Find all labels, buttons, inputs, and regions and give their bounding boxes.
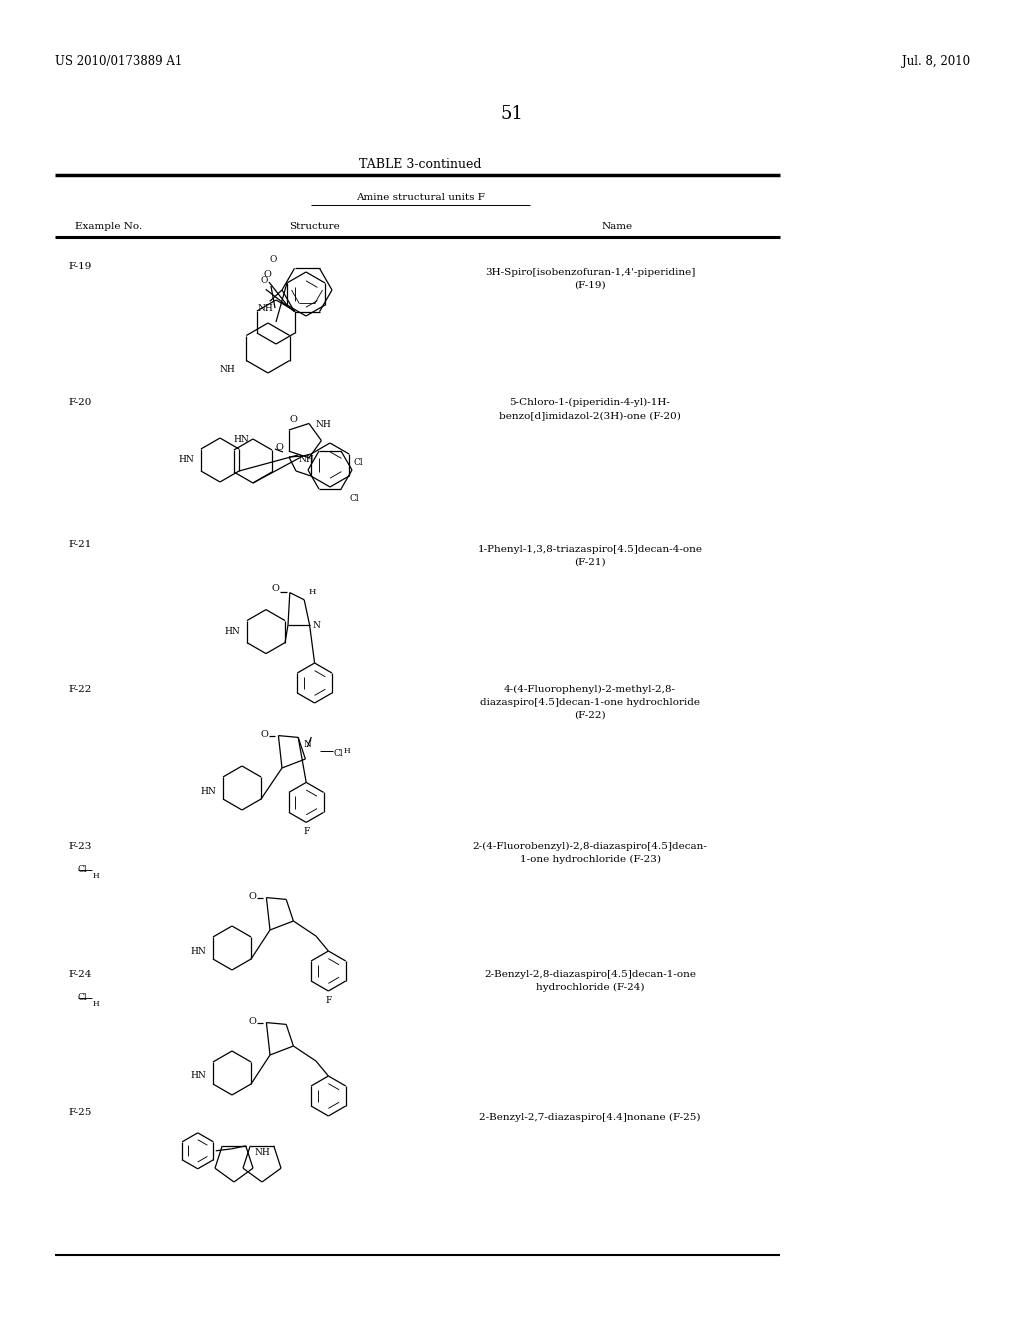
Text: N: N <box>312 620 321 630</box>
Text: NH: NH <box>254 1148 270 1156</box>
Text: N: N <box>303 741 311 748</box>
Text: H: H <box>308 587 315 595</box>
Text: 2-Benzyl-2,8-diazaspiro[4.5]decan-1-one: 2-Benzyl-2,8-diazaspiro[4.5]decan-1-one <box>484 970 696 979</box>
Text: F: F <box>303 828 309 837</box>
Text: 3H-Spiro[isobenzofuran-1,4'-piperidine]: 3H-Spiro[isobenzofuran-1,4'-piperidine] <box>484 268 695 277</box>
Text: Cl: Cl <box>78 993 88 1002</box>
Text: 2-Benzyl-2,7-diazaspiro[4.4]nonane (F-25): 2-Benzyl-2,7-diazaspiro[4.4]nonane (F-25… <box>479 1113 700 1122</box>
Text: F-24: F-24 <box>68 970 91 979</box>
Text: (F-21): (F-21) <box>574 558 606 568</box>
Text: 4-(4-Fluorophenyl)-2-methyl-2,8-: 4-(4-Fluorophenyl)-2-methyl-2,8- <box>504 685 676 694</box>
Text: Name: Name <box>601 222 633 231</box>
Text: H: H <box>343 747 350 755</box>
Text: HN: HN <box>178 455 194 465</box>
Text: O: O <box>249 1018 256 1026</box>
Text: Example No.: Example No. <box>75 222 142 231</box>
Text: F-22: F-22 <box>68 685 91 694</box>
Text: F-21: F-21 <box>68 540 91 549</box>
Text: O: O <box>263 271 271 279</box>
Text: 2-(4-Fluorobenzyl)-2,8-diazaspiro[4.5]decan-: 2-(4-Fluorobenzyl)-2,8-diazaspiro[4.5]de… <box>472 842 708 851</box>
Text: HN: HN <box>190 1072 206 1081</box>
Text: NH: NH <box>316 420 332 429</box>
Text: Cl: Cl <box>353 458 362 467</box>
Text: H: H <box>93 873 99 880</box>
Text: benzo[d]imidazol-2(3H)-one (F-20): benzo[d]imidazol-2(3H)-one (F-20) <box>499 411 681 420</box>
Text: diazaspiro[4.5]decan-1-one hydrochloride: diazaspiro[4.5]decan-1-one hydrochloride <box>480 698 700 708</box>
Text: HN: HN <box>201 787 216 796</box>
Text: O: O <box>260 730 268 739</box>
Text: hydrochloride (F-24): hydrochloride (F-24) <box>536 983 644 993</box>
Text: O: O <box>249 892 256 902</box>
Text: F-23: F-23 <box>68 842 91 851</box>
Text: Jul. 8, 2010: Jul. 8, 2010 <box>902 55 970 69</box>
Text: NH: NH <box>257 304 273 313</box>
Text: 1-one hydrochloride (F-23): 1-one hydrochloride (F-23) <box>519 855 660 865</box>
Text: O: O <box>275 442 283 451</box>
Text: F-19: F-19 <box>68 261 91 271</box>
Text: HN: HN <box>190 946 206 956</box>
Text: O: O <box>260 276 267 285</box>
Text: Cl: Cl <box>78 865 88 874</box>
Text: HN: HN <box>224 627 240 636</box>
Text: NH: NH <box>219 364 234 374</box>
Text: F: F <box>326 997 332 1005</box>
Text: US 2010/0173889 A1: US 2010/0173889 A1 <box>55 55 182 69</box>
Text: TABLE 3-continued: TABLE 3-continued <box>358 158 481 172</box>
Text: O: O <box>269 256 276 264</box>
Text: Amine structural units F: Amine structural units F <box>355 193 484 202</box>
Text: 1-Phenyl-1,3,8-triazaspiro[4.5]decan-4-one: 1-Phenyl-1,3,8-triazaspiro[4.5]decan-4-o… <box>477 545 702 554</box>
Text: F-20: F-20 <box>68 399 91 407</box>
Text: O: O <box>289 414 297 424</box>
Text: Structure: Structure <box>290 222 340 231</box>
Text: HN: HN <box>233 434 249 444</box>
Text: 51: 51 <box>501 106 523 123</box>
Text: (F-19): (F-19) <box>574 281 606 290</box>
Text: NH: NH <box>299 455 314 465</box>
Text: (F-22): (F-22) <box>574 711 606 719</box>
Text: Cl: Cl <box>334 748 343 758</box>
Text: H: H <box>93 1001 99 1008</box>
Text: Cl: Cl <box>350 494 359 503</box>
Text: 5-Chloro-1-(piperidin-4-yl)-1H-: 5-Chloro-1-(piperidin-4-yl)-1H- <box>510 399 671 407</box>
Text: F-25: F-25 <box>68 1107 91 1117</box>
Text: O: O <box>272 583 280 593</box>
